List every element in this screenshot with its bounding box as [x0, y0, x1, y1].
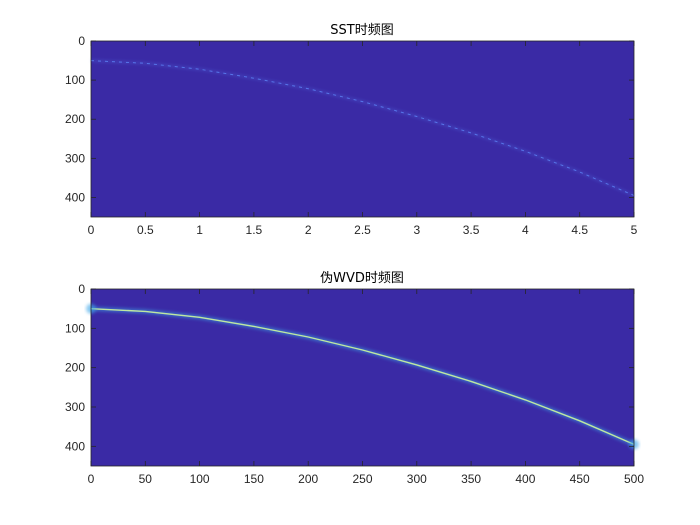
wvd-x-tick-label: 200 [298, 472, 318, 486]
sst-x-tick-label: 4.5 [571, 223, 588, 237]
sst-x-tick-label: 1 [196, 223, 203, 237]
sst-axes-box [90, 40, 635, 218]
wvd-x-tick-label: 450 [570, 472, 590, 486]
wvd-ridge-line [90, 308, 635, 446]
sst-x-tick-label: 0.5 [137, 223, 154, 237]
sst-x-tick-label: 2.5 [354, 223, 371, 237]
sst-panel: SST时频图 0 0.5 1 1.5 2 2.5 3 3.5 4 4.5 5 0 100 200 300 4… [65, 23, 638, 237]
sst-title: SST时频图 [330, 23, 393, 38]
wvd-title: 伪WVD时频图 [320, 271, 404, 286]
sst-y-tick-label: 400 [65, 190, 85, 204]
sst-heatmap-background [91, 41, 634, 217]
wvd-panel: 伪WVD时频图 0 50 100 150 200 250 300 350 400 450 500 0… [65, 271, 644, 486]
sst-ridge-line [90, 60, 635, 196]
sst-x-ticks: 0 0.5 1 1.5 2 2.5 3 3.5 4 4.5 5 [88, 41, 638, 237]
wvd-x-tick-label: 300 [407, 472, 427, 486]
sst-y-ticks: 0 100 200 300 400 [65, 34, 634, 204]
sst-y-tick-label: 200 [65, 112, 85, 126]
wvd-x-tick-label: 400 [515, 472, 535, 486]
wvd-y-ticks: 0 100 200 300 400 [65, 282, 634, 453]
sst-x-tick-label: 1.5 [246, 223, 263, 237]
wvd-y-tick-label: 100 [65, 321, 85, 335]
wvd-y-tick-label: 300 [65, 400, 85, 414]
wvd-x-tick-label: 500 [624, 472, 644, 486]
sst-x-tick-label: 5 [631, 223, 638, 237]
wvd-x-tick-label: 100 [190, 472, 210, 486]
wvd-x-ticks: 0 50 100 150 200 250 300 350 400 450 500 [88, 289, 644, 486]
wvd-x-tick-label: 350 [461, 472, 481, 486]
sst-x-tick-label: 3 [413, 223, 420, 237]
sst-x-tick-label: 0 [88, 223, 95, 237]
sst-y-tick-label: 0 [78, 34, 85, 48]
sst-y-tick-label: 300 [65, 151, 85, 165]
wvd-heatmap-background [91, 289, 634, 466]
wvd-y-tick-label: 0 [78, 282, 85, 296]
wvd-axes-box [90, 288, 635, 467]
wvd-x-tick-label: 250 [352, 472, 372, 486]
sst-y-tick-label: 100 [65, 73, 85, 87]
wvd-x-tick-label: 150 [244, 472, 264, 486]
wvd-x-tick-label: 50 [139, 472, 153, 486]
sst-x-tick-label: 2 [305, 223, 312, 237]
wvd-y-tick-label: 400 [65, 439, 85, 453]
sst-x-tick-label: 4 [522, 223, 529, 237]
sst-x-tick-label: 3.5 [463, 223, 480, 237]
wvd-x-tick-label: 0 [88, 472, 95, 486]
wvd-y-tick-label: 200 [65, 361, 85, 375]
